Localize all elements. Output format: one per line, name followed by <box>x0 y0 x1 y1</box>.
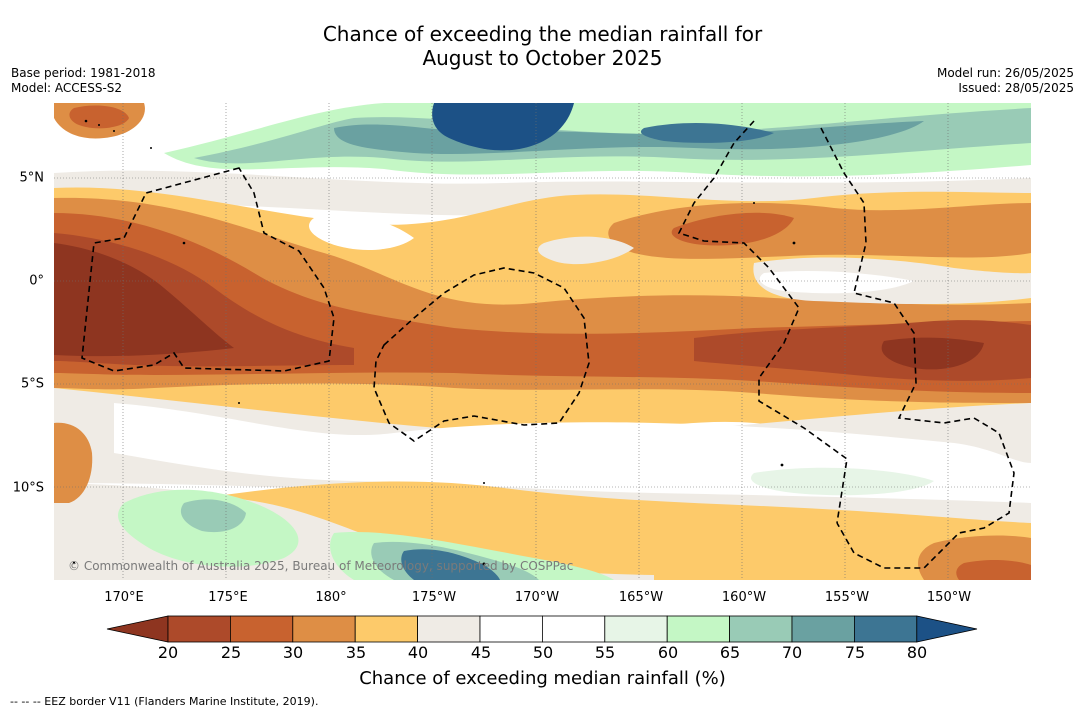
colorbar-segment <box>604 615 668 643</box>
colorbar-segment <box>292 615 356 643</box>
map-svg <box>54 103 1031 580</box>
colorbar-segment <box>541 615 606 643</box>
colorbar-segment <box>666 615 731 643</box>
white-patch-2 <box>538 236 634 265</box>
colorbar-tick-60: 60 <box>657 643 679 662</box>
colorbar-arrow-high <box>916 615 978 643</box>
colorbar <box>106 615 978 643</box>
colorbar-segment <box>791 615 855 643</box>
sw-teal <box>180 499 246 533</box>
colorbar-segment <box>230 615 294 643</box>
lon-label-150w: 150°W <box>926 590 972 605</box>
colorbar-segment <box>854 615 918 643</box>
colorbar-tick-80: 80 <box>906 643 928 662</box>
colorbar-tick-50: 50 <box>532 643 554 662</box>
lat-label-0: 0° <box>29 273 44 289</box>
colorbar-segment <box>479 615 543 643</box>
lon-label-170w: 170°W <box>514 590 560 605</box>
north-deep-blue <box>432 103 574 151</box>
lon-label-175w: 175°W <box>411 590 457 605</box>
colorbar-segment <box>354 615 418 643</box>
colorbar-tick-35: 35 <box>345 643 367 662</box>
chart-title-line-2: August to October 2025 <box>422 46 663 70</box>
colorbar-tick-45: 45 <box>470 643 492 662</box>
lon-label-165w: 165°W <box>618 590 664 605</box>
colorbar-tick-55: 55 <box>594 643 616 662</box>
colorbar-tick-75: 75 <box>844 643 866 662</box>
north-orange-dark <box>671 212 794 246</box>
east-dry-band-20 <box>881 337 984 370</box>
s-blue-strip <box>401 549 500 580</box>
colorbar-tick-70: 70 <box>781 643 803 662</box>
se-dark <box>956 559 1031 580</box>
lon-label-155w: 155°W <box>824 590 870 605</box>
lon-label-180: 180° <box>315 590 347 605</box>
eez-footnote: -- -- -- EEZ border V11 (Flanders Marine… <box>10 695 319 708</box>
colorbar-tick-30: 30 <box>282 643 304 662</box>
colorbar-segment <box>417 615 481 643</box>
chart-title-line-1: Chance of exceeding the median rainfall … <box>322 22 763 46</box>
nw-dark-patch <box>69 105 129 129</box>
map-gridlines <box>54 103 1031 580</box>
colorbar-tick-20: 20 <box>157 643 179 662</box>
colorbar-title: Chance of exceeding median rainfall (%) <box>359 668 726 689</box>
dry-band-20 <box>54 243 234 357</box>
colorbar-segment <box>729 615 793 643</box>
lon-label-175e: 175°E <box>208 590 248 605</box>
white-patch-4 <box>759 270 914 294</box>
model-name: Model: ACCESS-S2 <box>11 81 123 95</box>
colorbar-tick-40: 40 <box>407 643 429 662</box>
eez-borders <box>81 120 1015 569</box>
north-orange-patch <box>608 203 1031 259</box>
rainfall-probability-map <box>54 103 1031 580</box>
colorbar-tick-65: 65 <box>719 643 741 662</box>
white-patch-1 <box>309 214 414 250</box>
base-period: Base period: 1981-2018 <box>11 66 156 80</box>
islands <box>72 119 796 566</box>
colorbar-tick-25: 25 <box>220 643 242 662</box>
model-run-date: Model run: 26/05/2025 <box>936 66 1074 80</box>
lat-label-10s: 10°S <box>12 480 44 496</box>
lon-label-160w: 160°W <box>721 590 767 605</box>
lat-label-5s: 5°S <box>20 376 44 392</box>
s-green-small <box>750 467 934 496</box>
colorbar-segment <box>167 615 231 643</box>
sw-orange <box>54 422 93 503</box>
colorbar-arrow-low <box>106 615 169 643</box>
copyright-notice: © Commonwealth of Australia 2025, Bureau… <box>68 559 574 573</box>
lat-label-5n: 5°N <box>19 170 45 186</box>
north-blue-patch <box>640 123 774 143</box>
issued-date: Issued: 28/05/2025 <box>958 81 1074 95</box>
lon-label-170e: 170°E <box>104 590 144 605</box>
